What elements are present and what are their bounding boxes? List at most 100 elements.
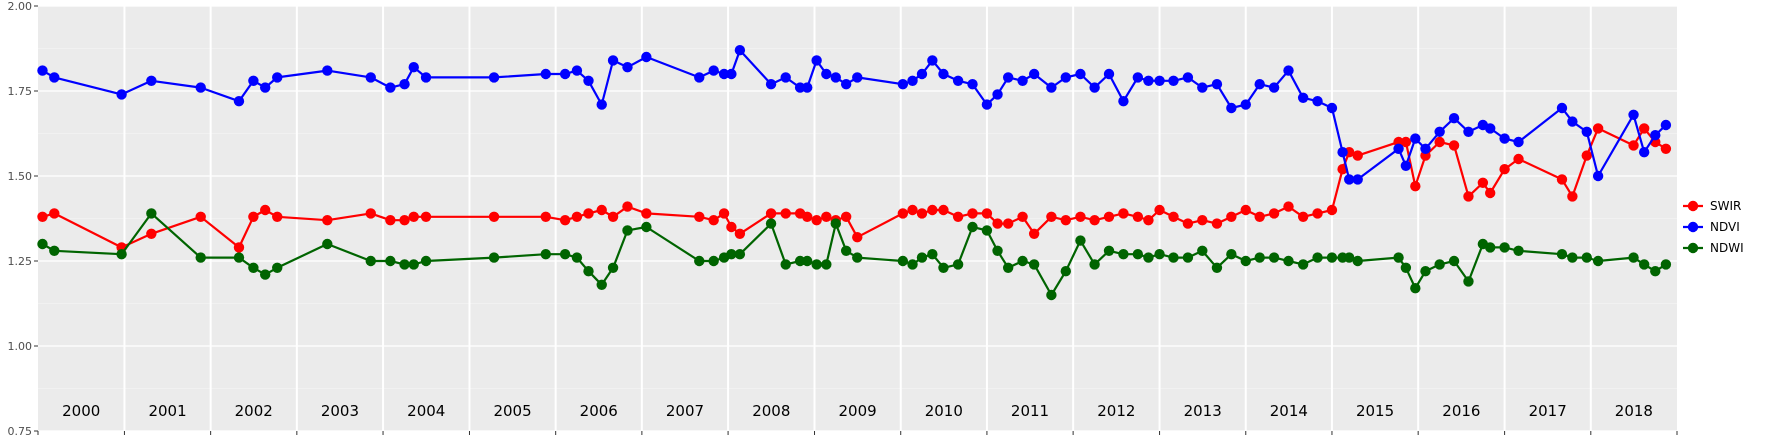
- ndvi-point: [897, 79, 909, 90]
- ndvi-point: [49, 72, 60, 83]
- ndvi-point: [420, 72, 432, 83]
- ndwi-point: [1268, 252, 1280, 263]
- ndwi-point: [1103, 245, 1115, 256]
- ndwi-point: [1393, 252, 1404, 263]
- ndvi-point: [1254, 79, 1265, 90]
- swir-point: [540, 211, 551, 222]
- swir-point: [1352, 150, 1363, 161]
- year-label: 2001: [148, 402, 186, 420]
- ndvi-point: [821, 68, 832, 80]
- swir-point: [1448, 140, 1460, 151]
- ndwi-point: [408, 259, 419, 270]
- ndwi-point: [1567, 252, 1578, 263]
- ndwi-point: [1226, 249, 1237, 260]
- ndwi-point: [1197, 245, 1208, 256]
- swir-point: [622, 201, 633, 212]
- swir-point: [1484, 187, 1496, 199]
- ndvi-point: [1420, 143, 1431, 154]
- ndvi-point: [1556, 102, 1568, 114]
- ndvi-point: [1017, 75, 1028, 87]
- ndwi-point: [488, 252, 500, 263]
- swir-point: [897, 208, 909, 219]
- y-tick-label: 0.75: [8, 425, 33, 438]
- swir-point: [726, 221, 737, 233]
- ndwi-point: [259, 269, 271, 280]
- ndwi-point: [1118, 249, 1129, 260]
- ndvi-point: [1197, 82, 1208, 93]
- year-label: 2003: [321, 402, 359, 420]
- ndwi-point: [1352, 255, 1363, 267]
- ndwi-point: [1143, 252, 1154, 263]
- year-label: 2007: [666, 402, 704, 420]
- ndvi-point: [981, 99, 993, 110]
- ndwi-point: [1240, 255, 1251, 267]
- ndvi-point: [830, 72, 841, 83]
- ndwi-point: [248, 262, 259, 273]
- ndvi-point: [1312, 96, 1323, 107]
- ndwi-point: [801, 255, 813, 267]
- ndwi-point: [1484, 242, 1496, 253]
- ndwi-point: [694, 255, 705, 267]
- swir-point: [1017, 211, 1028, 222]
- swir-point: [195, 211, 206, 222]
- swir-point: [916, 208, 928, 219]
- ndvi-point: [1393, 143, 1404, 154]
- ndwi-point: [1182, 252, 1194, 263]
- ndwi-point: [708, 255, 719, 267]
- ndvi-point: [811, 55, 822, 66]
- ndvi-point: [1268, 82, 1280, 93]
- ndwi-point: [1581, 252, 1592, 263]
- ndwi-point: [1660, 259, 1672, 270]
- ndvi-point: [408, 61, 419, 73]
- swir-point: [571, 211, 583, 222]
- swir-point: [840, 211, 852, 222]
- swir-point: [1312, 208, 1323, 219]
- ndvi-point: [992, 89, 1003, 100]
- ndwi-point: [1344, 252, 1355, 263]
- ndvi-point: [1434, 126, 1445, 137]
- swir-point: [1060, 215, 1071, 226]
- ndvi-point: [1283, 65, 1294, 76]
- ndwi-point: [49, 245, 60, 256]
- swir-point: [37, 211, 48, 222]
- ndvi-point: [1344, 174, 1355, 185]
- ndwi-point: [116, 249, 127, 260]
- ndwi-point: [571, 252, 583, 263]
- year-label: 2000: [62, 402, 100, 420]
- ndwi-point: [1297, 259, 1309, 270]
- ndwi-point: [840, 245, 852, 256]
- swir-point: [233, 242, 245, 253]
- ndwi-point: [322, 238, 333, 250]
- ndwi-point: [830, 218, 841, 229]
- ndvi-point: [622, 61, 633, 73]
- ndwi-point: [365, 255, 376, 267]
- ndvi-point: [365, 72, 376, 83]
- ndwi-point: [583, 266, 594, 277]
- ndvi-point: [272, 72, 283, 83]
- ndwi-point: [1410, 283, 1421, 294]
- ndvi-point: [1118, 96, 1129, 107]
- swir-point: [780, 208, 791, 219]
- year-label: 2006: [580, 402, 618, 420]
- ndwi-point: [233, 252, 245, 263]
- swir-point: [1118, 208, 1129, 219]
- legend-label-ndvi: NDVI: [1710, 220, 1740, 234]
- ndwi-point: [622, 225, 633, 236]
- ndwi-point: [399, 259, 410, 270]
- ndvi-point: [1143, 75, 1154, 87]
- swir-point: [765, 208, 777, 219]
- ndvi-point: [694, 72, 705, 83]
- ndvi-point: [248, 75, 259, 87]
- ndvi-point: [1484, 123, 1496, 134]
- ndwi-point: [1028, 259, 1040, 270]
- ndwi-point: [726, 249, 737, 260]
- ndwi-point: [1211, 262, 1223, 273]
- year-label: 2015: [1356, 402, 1394, 420]
- ndvi-point: [1075, 68, 1086, 80]
- ndwi-point: [146, 208, 157, 219]
- ndvi-point: [1046, 82, 1057, 93]
- ndwi-point: [967, 221, 978, 233]
- swir-point: [146, 228, 157, 239]
- year-label: 2008: [752, 402, 790, 420]
- ndwi-point: [607, 262, 619, 273]
